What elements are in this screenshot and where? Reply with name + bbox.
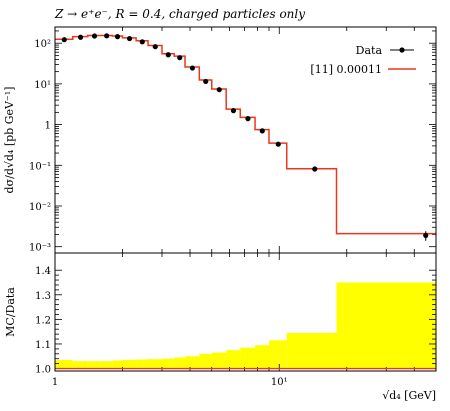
x-tick-label: 10¹ (271, 377, 288, 388)
ratio-band-bin (72, 361, 88, 369)
ratio-band-bin (148, 359, 162, 369)
ratio-y-tick-label: 1.1 (35, 340, 51, 351)
tick-marks (54, 27, 437, 371)
ratio-band-bin (286, 332, 337, 369)
data-point (165, 52, 171, 58)
data-point (61, 37, 67, 43)
ratio-band-bin (87, 361, 101, 369)
tick-labels: 10⁻³ 10⁻² 10⁻¹ 1 10¹ 10² 1.0 1.1 1.2 1.3 1.4 1 10¹ (29, 39, 288, 388)
data-points (61, 33, 429, 241)
mc-histogram (55, 34, 436, 235)
x-tick-label: 1 (52, 377, 58, 388)
data-point (189, 65, 196, 71)
data-point (139, 39, 145, 45)
data-point (177, 55, 183, 61)
data-point (91, 33, 98, 39)
data-point (77, 34, 84, 40)
ratio-band-bin (199, 353, 212, 369)
data-point (104, 33, 110, 39)
data-point (114, 34, 121, 40)
ratio-band (55, 282, 436, 369)
ratio-y-tick-label: 1.4 (35, 266, 51, 277)
ratio-band-bin (174, 357, 186, 369)
main-y-axis-label: dσ/d√d₄ [pb GeV⁻¹] (3, 87, 16, 194)
legend: Data [11] 0.00011 (310, 44, 416, 76)
data-point (259, 128, 265, 134)
y-tick-label: 1 (45, 121, 51, 132)
ratio-band-bin (211, 352, 227, 369)
legend-data-label: Data (356, 44, 383, 57)
data-point (230, 108, 237, 114)
data-point (275, 141, 281, 147)
data-point (203, 78, 209, 85)
y-tick-label: 10¹ (34, 80, 51, 91)
ratio-band-bin (268, 340, 287, 369)
chart-title: Z → e⁺e⁻, R = 0.4, charged particles onl… (54, 7, 305, 21)
main-panel-frame (54, 26, 437, 254)
ratio-band-bin (185, 356, 200, 369)
legend-data-marker (399, 47, 405, 53)
ratio-y-tick-label: 1.3 (35, 291, 51, 302)
y-tick-label: 10² (34, 39, 51, 50)
ratio-band-bin (112, 360, 123, 369)
ratio-band-bin (255, 345, 269, 369)
y-tick-label: 10⁻¹ (29, 161, 51, 172)
mc-step-line (55, 34, 436, 235)
data-point (216, 87, 222, 93)
legend-mc-label: [11] 0.00011 (310, 63, 382, 76)
data-point (152, 44, 158, 50)
x-axis-label: √d₄ [GeV] (382, 389, 436, 402)
ratio-y-tick-label: 1.0 (35, 365, 51, 376)
ratio-band-bin (136, 359, 149, 369)
ratio-panel-frame (54, 252, 437, 372)
ratio-y-tick-label: 1.2 (35, 315, 51, 326)
y-tick-label: 10⁻² (29, 202, 51, 213)
ratio-band-bin (122, 359, 137, 369)
ratio-band-bin (55, 359, 73, 369)
data-point (312, 166, 318, 172)
ratio-band-bin (100, 361, 113, 369)
ratio-band-bin (240, 347, 256, 369)
ratio-band-bin (226, 350, 241, 369)
data-point (245, 116, 251, 122)
ratio-y-axis-label: MC/Data (4, 287, 17, 337)
data-point (423, 232, 429, 238)
ratio-band-bin (161, 358, 175, 369)
ratio-band-bin (336, 282, 436, 369)
y-tick-label: 10⁻³ (29, 243, 51, 254)
data-point (126, 35, 133, 42)
